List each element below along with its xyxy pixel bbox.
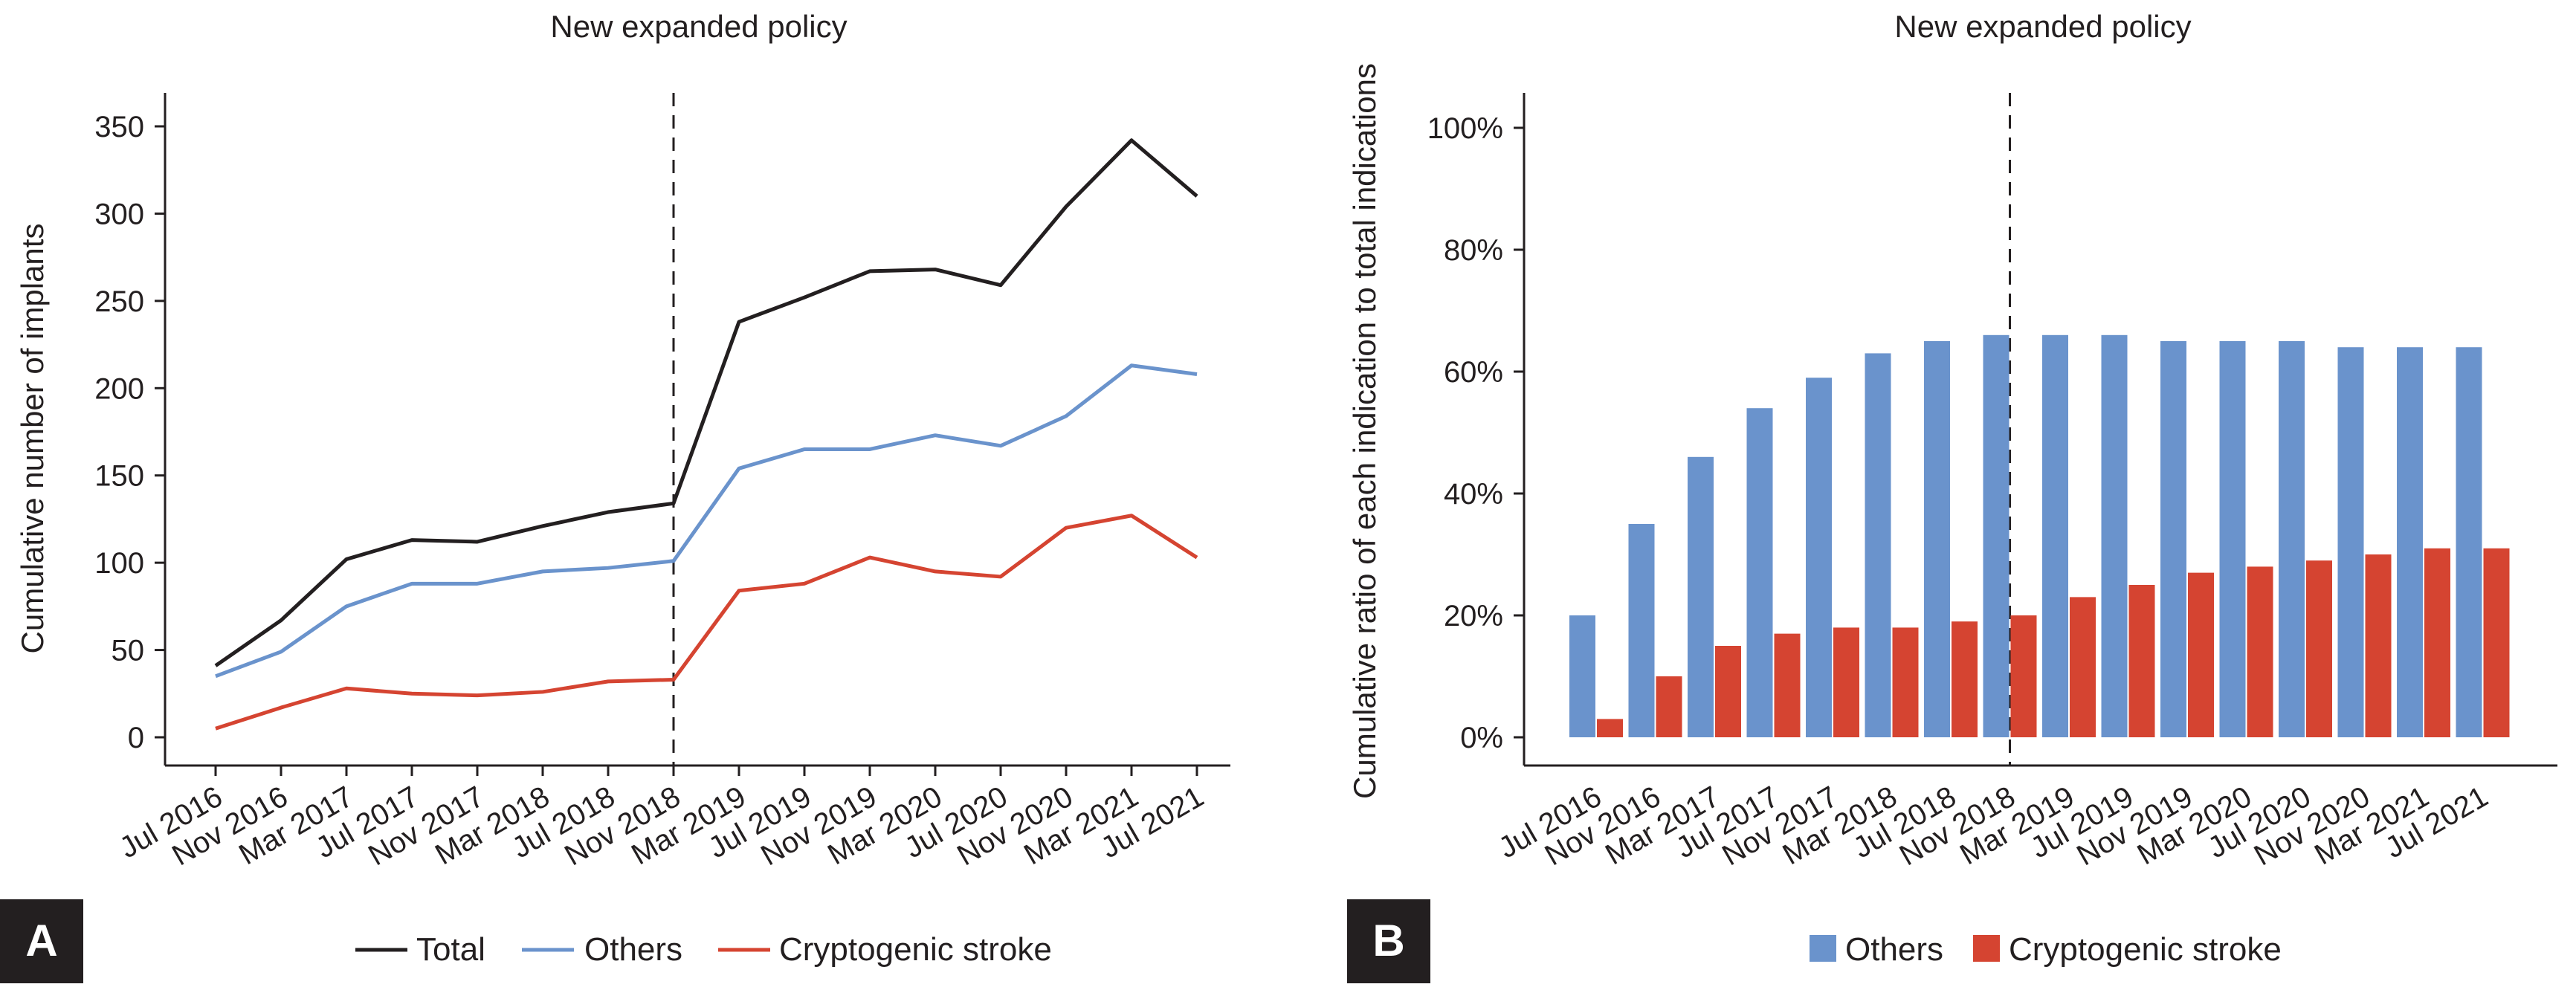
line-series-others xyxy=(215,363,1198,679)
line-series-cryptogenic-stroke xyxy=(215,514,1198,731)
panel-a-y-tick-label: 100 xyxy=(94,547,144,580)
line-series-total xyxy=(214,138,1198,667)
bar-cryptogenic-stroke xyxy=(1597,719,1623,737)
panel-a-label: A xyxy=(25,916,57,965)
bar-others xyxy=(1983,334,2010,737)
bar-cryptogenic-stroke xyxy=(1892,627,1919,737)
bar-cryptogenic-stroke xyxy=(2128,585,2155,737)
legend-cryptogenic-label: Cryptogenic stroke xyxy=(779,931,1052,968)
panel-b-label: B xyxy=(1372,916,1404,965)
bar-cryptogenic-stroke xyxy=(1952,621,1978,737)
panel-a-label-box xyxy=(0,899,83,983)
bar-cryptogenic-stroke xyxy=(1656,676,1682,737)
bar-others xyxy=(1806,378,1832,737)
bar-others xyxy=(1688,456,1714,737)
panel-b-bars xyxy=(1569,334,2510,737)
panel-b-y-tick-labels: 0% 20% 40% 60% 80% 100% xyxy=(1427,112,1524,754)
panel-b-y-tick-label: 0% xyxy=(1460,722,1503,754)
panel-a-series-lines xyxy=(214,138,1198,731)
bar-others xyxy=(2456,347,2482,737)
panel-b-legend: Others Cryptogenic stroke xyxy=(1810,931,2282,968)
panel-b-y-axis-label: Cumulative ratio of each indication to t… xyxy=(1347,63,1382,799)
panel-b-axes xyxy=(1523,93,2557,767)
panel-a-y-tick-label: 350 xyxy=(94,111,144,143)
panel-a-y-tick-label: 300 xyxy=(94,198,144,230)
panel-b-y-tick-label: 40% xyxy=(1444,478,1503,511)
panel-b-y-tick-label: 100% xyxy=(1427,112,1503,145)
bar-others xyxy=(1746,408,1773,737)
panel-a-y-tick-label: 0 xyxy=(128,722,144,754)
legend-b-cryptogenic-label: Cryptogenic stroke xyxy=(2009,931,2282,968)
bar-cryptogenic-stroke xyxy=(2070,597,2096,737)
legend-b-others-label: Others xyxy=(1845,931,1943,968)
bar-others xyxy=(2219,341,2246,737)
bar-others xyxy=(2042,334,2068,737)
bar-others xyxy=(1628,524,1655,737)
bar-cryptogenic-stroke xyxy=(2247,566,2273,737)
bar-cryptogenic-stroke xyxy=(1774,633,1801,737)
legend-b-others-swatch xyxy=(1810,935,1836,962)
bar-others xyxy=(2160,341,2186,737)
bar-others xyxy=(1924,341,1950,737)
panel-a-title: New expanded policy xyxy=(550,9,847,44)
bar-cryptogenic-stroke xyxy=(2424,548,2450,737)
panel-a-chart: New expanded policy Cumulative number of… xyxy=(0,9,1230,983)
legend-b-cryptogenic-swatch xyxy=(1973,935,2000,962)
bar-others xyxy=(2397,347,2423,737)
bar-cryptogenic-stroke xyxy=(1833,627,1859,737)
bar-others xyxy=(1569,615,1595,737)
panel-b-y-tick-label: 80% xyxy=(1444,234,1503,267)
bar-cryptogenic-stroke xyxy=(2188,572,2214,737)
panel-b-title: New expanded policy xyxy=(1894,9,2191,44)
panel-b-y-tick-label: 60% xyxy=(1444,356,1503,389)
legend-others-label: Others xyxy=(584,931,682,968)
panel-a-axes xyxy=(164,93,1230,767)
panel-a-y-tick-label: 250 xyxy=(94,285,144,318)
panel-b-label-box xyxy=(1347,899,1430,983)
bar-others xyxy=(2337,347,2364,737)
bar-cryptogenic-stroke xyxy=(2483,548,2510,737)
bar-cryptogenic-stroke xyxy=(2365,554,2392,737)
panel-a-y-tick-label: 50 xyxy=(112,635,145,667)
bar-others xyxy=(2101,334,2128,737)
bar-others xyxy=(2279,341,2305,737)
legend-total-label: Total xyxy=(416,931,485,968)
panel-a-y-tick-label: 150 xyxy=(94,460,144,493)
panel-a-y-tick-label: 200 xyxy=(94,372,144,405)
bar-cryptogenic-stroke xyxy=(1715,646,1741,737)
panel-a-y-tick-labels: 0 50 100 150 200 250 300 350 xyxy=(94,111,165,754)
bar-cryptogenic-stroke xyxy=(2306,560,2332,737)
bar-others xyxy=(1865,353,1891,737)
panel-b-y-tick-label: 20% xyxy=(1444,600,1503,632)
bar-cryptogenic-stroke xyxy=(2010,615,2037,737)
panel-b-chart: New expanded policy Cumulative ratio of … xyxy=(1347,9,2557,983)
panel-a-legend: Total Others Cryptogenic stroke xyxy=(355,931,1052,968)
panel-a-y-axis-label: Cumulative number of implants xyxy=(15,224,50,654)
